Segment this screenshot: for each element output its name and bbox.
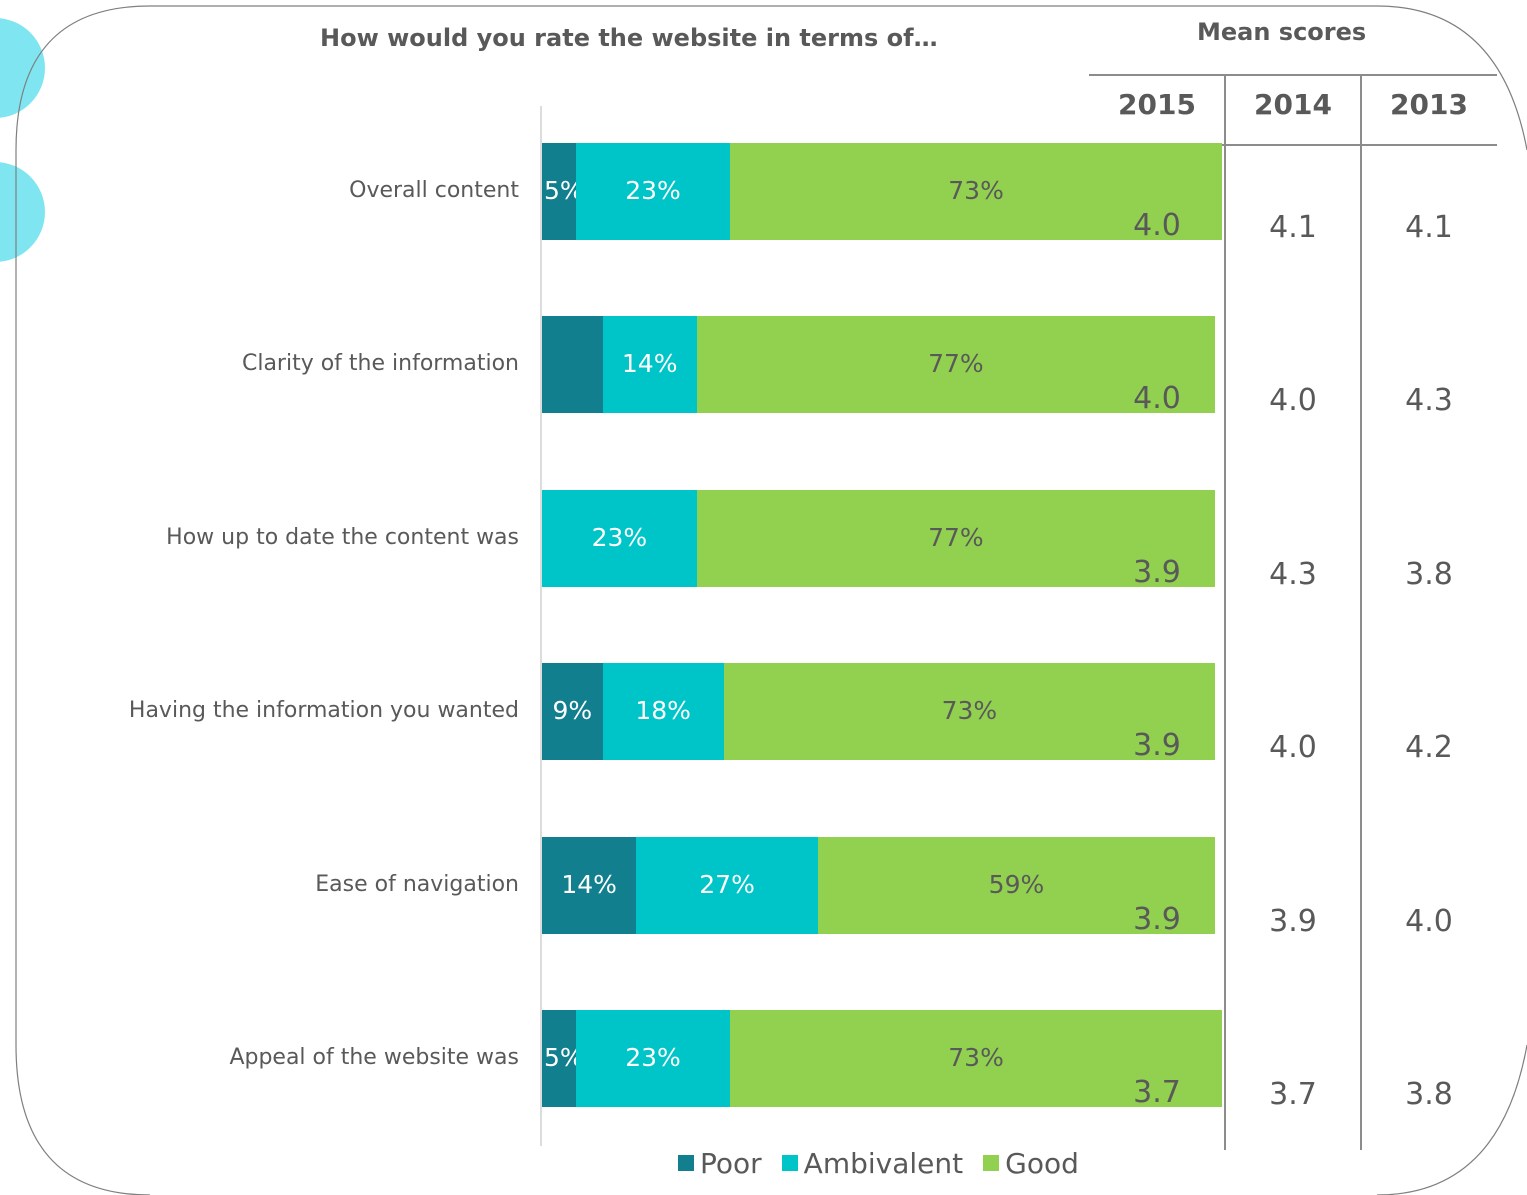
decor-circle-top — [0, 18, 45, 118]
year-header-2013: 2013 — [1390, 88, 1468, 121]
data-label-poor-having-the-information-you-wanted: 9% — [552, 696, 593, 726]
legend-swatch-poor — [678, 1155, 694, 1171]
data-label-good-appeal-of-the-website-was: 73% — [948, 1043, 1004, 1072]
bar-segment-poor-overall-content — [542, 143, 576, 240]
legend-label-ambivalent: Ambivalent — [803, 1146, 964, 1180]
year-header-2015: 2015 — [1118, 88, 1196, 121]
panel-outline — [15, 5, 1527, 1195]
bar-segment-ambivalent-appeal-of-the-website-was — [575, 1010, 731, 1107]
bar-segment-ambivalent-ease-of-navigation — [636, 836, 818, 934]
data-label-good-ease-of-navigation: 59% — [988, 869, 1045, 899]
bar-segment-poor-having-the-information-you-wanted — [542, 663, 603, 761]
legend-item-ambivalent: Ambivalent — [781, 1146, 964, 1180]
mean-score-2015-how-up-to-date-the-content-was: 3.9 — [1133, 554, 1181, 590]
bar-segment-good-overall-content — [730, 143, 1222, 240]
legend-swatch-good — [983, 1155, 1000, 1171]
mean-score-2014-having-the-information-you-wanted: 4.0 — [1269, 730, 1317, 766]
data-label-good-clarity-of-the-information: 77% — [928, 349, 984, 379]
category-label-overall-content: Overall content — [349, 178, 519, 203]
mean-score-2014-appeal-of-the-website-was: 3.7 — [1269, 1077, 1317, 1112]
legend-label-good: Good — [1005, 1146, 1079, 1180]
bar-segment-poor-clarity-of-the-information — [542, 316, 603, 414]
legend-item-poor: Poor — [678, 1147, 762, 1180]
legend-swatch-ambivalent — [781, 1155, 798, 1171]
mean-score-2014-ease-of-navigation: 3.9 — [1269, 903, 1317, 939]
mean-score-2015-appeal-of-the-website-was: 3.7 — [1133, 1075, 1181, 1110]
data-label-ambivalent-how-up-to-date-the-content-was: 23% — [591, 522, 648, 552]
decor-circle-middle — [0, 162, 45, 262]
bar-segment-ambivalent-overall-content — [575, 143, 731, 240]
data-label-ambivalent-appeal-of-the-website-was: 23% — [625, 1043, 681, 1072]
data-label-poor-ease-of-navigation: 14% — [561, 869, 617, 899]
bar-segment-ambivalent-clarity-of-the-information — [602, 316, 697, 414]
mean-score-2014-overall-content: 4.1 — [1269, 210, 1317, 245]
mean-score-2015-overall-content: 4.0 — [1133, 208, 1181, 243]
category-label-clarity-of-the-information: Clarity of the information — [241, 351, 519, 377]
data-label-good-having-the-information-you-wanted: 73% — [941, 696, 998, 726]
bar-segment-good-how-up-to-date-the-content-was — [696, 489, 1215, 587]
mean-score-2014-clarity-of-the-information: 4.0 — [1269, 383, 1317, 419]
mean-score-2013-appeal-of-the-website-was: 3.8 — [1405, 1077, 1453, 1112]
bar-segment-ambivalent-how-up-to-date-the-content-was — [542, 489, 697, 587]
mean-scores-title: Mean scores — [1197, 18, 1367, 46]
mean-score-2014-how-up-to-date-the-content-was: 4.3 — [1269, 556, 1317, 592]
year-header-2014: 2014 — [1254, 88, 1332, 121]
bar-segment-good-ease-of-navigation — [817, 836, 1215, 934]
category-label-having-the-information-you-wanted: Having the information you wanted — [128, 698, 519, 724]
data-label-ambivalent-clarity-of-the-information: 14% — [621, 349, 678, 379]
mean-score-2015-ease-of-navigation: 3.9 — [1133, 901, 1181, 937]
category-label-appeal-of-the-website-was: Appeal of the website was — [229, 1045, 519, 1070]
data-label-ambivalent-overall-content: 23% — [625, 176, 681, 205]
mean-score-2015-clarity-of-the-information: 4.0 — [1133, 381, 1181, 417]
bar-segment-ambivalent-having-the-information-you-wanted — [602, 663, 724, 761]
mean-score-2013-ease-of-navigation: 4.0 — [1405, 903, 1453, 939]
bar-segment-good-clarity-of-the-information — [696, 316, 1215, 414]
mean-score-2013-having-the-information-you-wanted: 4.2 — [1405, 730, 1453, 766]
data-label-good-how-up-to-date-the-content-was: 77% — [928, 522, 984, 552]
chart-title: How would you rate the website in terms … — [320, 24, 938, 52]
data-label-ambivalent-ease-of-navigation: 27% — [699, 869, 755, 899]
legend-item-good: Good — [983, 1147, 1079, 1180]
mean-score-2013-clarity-of-the-information: 4.3 — [1405, 383, 1453, 419]
mean-score-2013-how-up-to-date-the-content-was: 3.8 — [1405, 556, 1453, 592]
category-label-how-up-to-date-the-content-was: How up to date the content was — [166, 524, 519, 550]
legend-label-poor: Poor — [700, 1146, 762, 1180]
bar-segment-good-appeal-of-the-website-was — [730, 1010, 1222, 1107]
legend: Poor Ambivalent Good — [678, 1146, 1089, 1180]
category-label-ease-of-navigation: Ease of navigation — [315, 871, 519, 897]
bar-segment-poor-ease-of-navigation — [542, 836, 637, 934]
data-label-ambivalent-having-the-information-you-wanted: 18% — [635, 696, 691, 726]
bar-segment-poor-appeal-of-the-website-was — [542, 1010, 576, 1107]
bar-segment-good-having-the-information-you-wanted — [723, 663, 1215, 761]
mean-score-2013-overall-content: 4.1 — [1405, 210, 1453, 245]
mean-score-2015-having-the-information-you-wanted: 3.9 — [1133, 728, 1181, 764]
data-label-good-overall-content: 73% — [948, 176, 1004, 205]
